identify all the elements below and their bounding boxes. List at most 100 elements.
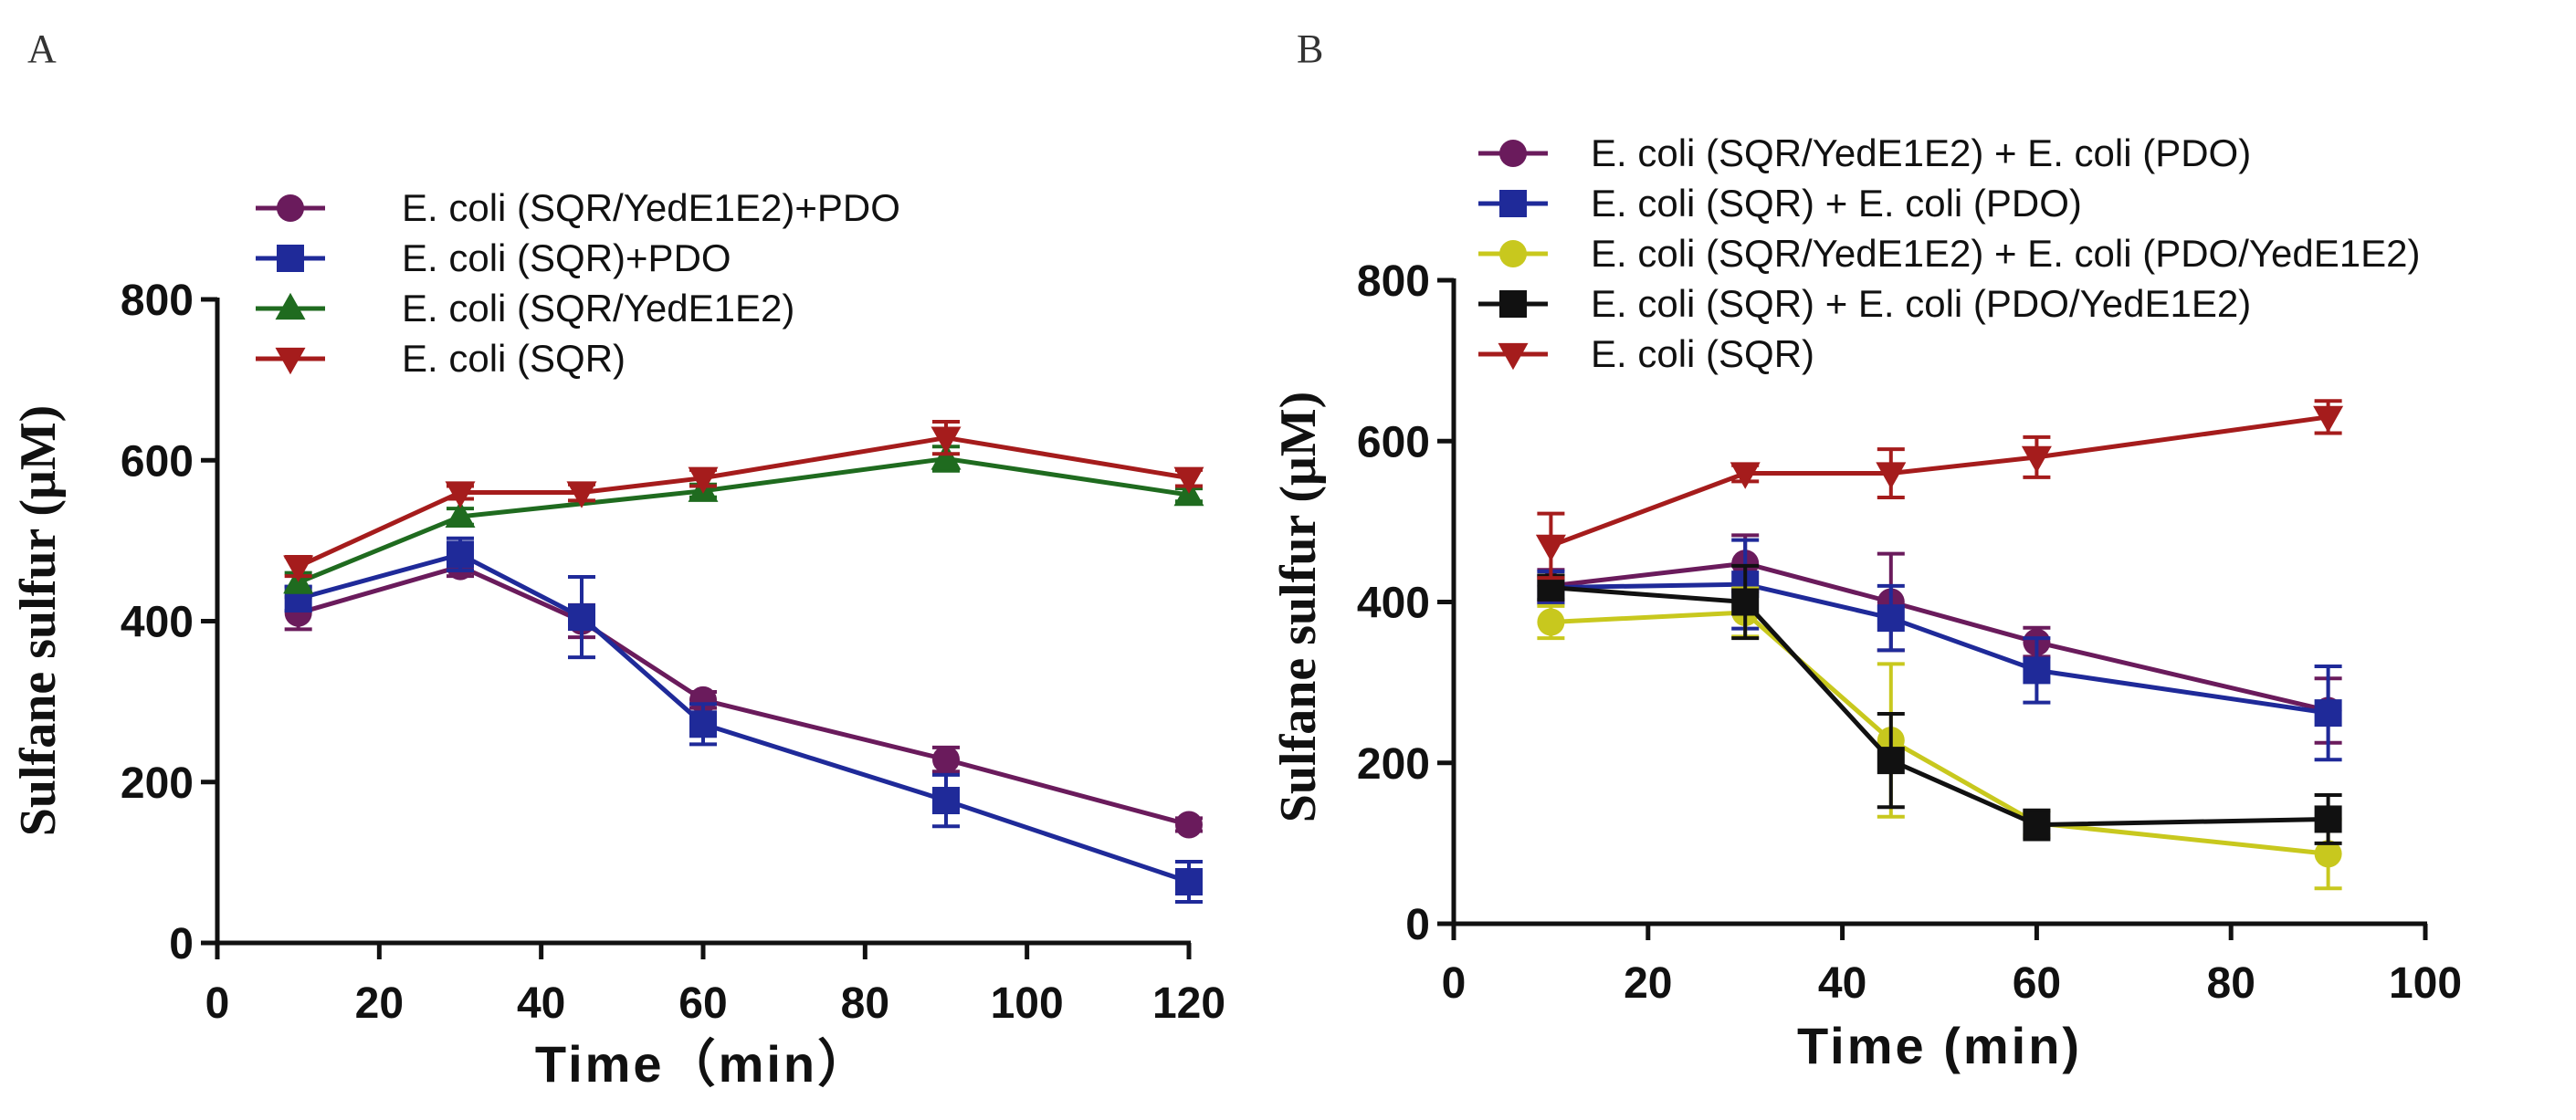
data-point xyxy=(1535,534,1566,562)
panel-label: B xyxy=(1297,26,1323,71)
y-tick-label: 600 xyxy=(1357,418,1430,466)
legend: E. coli (SQR/YedE1E2)+PDO E. coli (SQR)+P… xyxy=(256,186,900,380)
data-series xyxy=(1535,399,2344,581)
legend-label: E. coli (SQR) + E. coli (PDO/YedE1E2) xyxy=(1591,282,2251,325)
legend-label: E. coli (SQR) xyxy=(1591,332,1814,375)
data-point xyxy=(2313,405,2344,434)
y-tick-label: 600 xyxy=(121,437,194,486)
x-tick-label: 80 xyxy=(841,979,889,1028)
data-series xyxy=(1537,533,2342,745)
series-line xyxy=(298,551,1190,884)
y-tick-label: 800 xyxy=(1357,257,1430,306)
legend-marker xyxy=(277,245,304,272)
data-point xyxy=(566,481,597,508)
legend-marker xyxy=(1499,290,1527,318)
data-point xyxy=(1730,462,1761,489)
legend-item: E. coli (SQR/YedE1E2) + E. coli (PDO) xyxy=(1478,131,2251,174)
legend-item: E. coli (SQR) xyxy=(1478,332,1814,375)
series-line xyxy=(1551,581,2329,716)
x-tick-label: 20 xyxy=(355,979,404,1028)
data-point xyxy=(689,710,717,738)
x-axis-title: Time（min） xyxy=(535,1035,871,1093)
data-series xyxy=(283,443,1204,594)
x-tick-label: 60 xyxy=(2013,959,2061,1008)
series-line xyxy=(297,435,1190,569)
data-point xyxy=(2021,445,2052,474)
x-tick-label: 100 xyxy=(991,979,1064,1028)
legend-marker xyxy=(1498,342,1529,371)
x-tick-label: 80 xyxy=(2207,959,2255,1008)
legend-label: E. coli (SQR) xyxy=(402,337,626,380)
legend-label: E. coli (SQR/YedE1E2) + E. coli (PDO) xyxy=(1591,131,2251,174)
legend-item: E. coli (SQR)+PDO xyxy=(256,236,731,279)
y-tick-label: 200 xyxy=(121,759,194,808)
y-tick-label: 400 xyxy=(121,599,194,647)
chart-panel-b: B 0 20 40 60 80 100 0 200 400 600 800 Time (min) Sulf… xyxy=(1270,26,2462,1074)
data-series xyxy=(284,536,1203,905)
x-tick-label: 60 xyxy=(678,979,727,1028)
y-tick-label: 800 xyxy=(121,277,194,325)
data-point xyxy=(1537,608,1565,636)
data-point xyxy=(1175,868,1203,896)
legend-marker xyxy=(1499,190,1527,217)
data-point xyxy=(1876,462,1907,489)
legend: E. coli (SQR/YedE1E2) + E. coli (PDO) E. … xyxy=(1478,131,2421,375)
data-point xyxy=(689,686,717,714)
data-point xyxy=(1877,747,1905,775)
y-tick-label: 0 xyxy=(169,920,194,968)
data-point xyxy=(931,443,962,470)
y-tick-label: 0 xyxy=(1405,901,1430,949)
legend-item: E. coli (SQR) + E. coli (PDO/YedE1E2) xyxy=(1478,282,2251,325)
series-line xyxy=(1551,585,2329,828)
data-point xyxy=(1175,811,1203,839)
x-tick-label: 0 xyxy=(205,979,230,1028)
legend-item: E. coli (SQR) xyxy=(256,337,626,380)
x-tick-label: 20 xyxy=(1624,959,1672,1008)
legend-label: E. coli (SQR)+PDO xyxy=(402,236,731,279)
legend-marker xyxy=(1499,140,1527,167)
data-series xyxy=(284,552,1203,839)
legend-item: E. coli (SQR/YedE1E2)+PDO xyxy=(256,186,900,229)
legend-label: E. coli (SQR/YedE1E2) + E. coli (PDO/Yed… xyxy=(1591,232,2421,275)
series-line xyxy=(1551,610,2329,856)
data-point xyxy=(283,555,314,582)
data-point xyxy=(688,466,719,494)
panel-label: A xyxy=(27,26,57,71)
data-point xyxy=(2023,656,2051,685)
legend-label: E. coli (SQR) + E. coli (PDO) xyxy=(1591,182,2082,225)
y-tick-label: 400 xyxy=(1357,580,1430,628)
legend-label: E. coli (SQR/YedE1E2) xyxy=(402,287,794,330)
legend-marker xyxy=(275,292,306,320)
legend-marker xyxy=(1499,240,1527,267)
legend-label: E. coli (SQR/YedE1E2)+PDO xyxy=(402,186,900,229)
data-series xyxy=(283,419,1204,582)
x-tick-label: 120 xyxy=(1152,979,1225,1028)
data-point xyxy=(1173,466,1204,494)
data-point xyxy=(932,746,960,774)
chart-panel-a: A 0 20 40 60 80 100 120 0 200 400 600 800 Time（min） Su… xyxy=(10,26,1225,1093)
x-tick-label: 40 xyxy=(1818,959,1866,1008)
data-point xyxy=(568,603,595,632)
y-axis-title: Sulfane sulfur (μM) xyxy=(1270,392,1327,823)
legend-marker xyxy=(277,194,304,222)
x-tick-label: 100 xyxy=(2389,959,2462,1008)
x-tick-label: 40 xyxy=(517,979,565,1028)
data-point xyxy=(2314,699,2342,727)
legend-marker xyxy=(275,347,306,375)
data-point xyxy=(2023,811,2051,839)
series-line xyxy=(297,564,1190,827)
series-line xyxy=(1550,414,2329,549)
legend-item: E. coli (SQR) + E. coli (PDO) xyxy=(1478,182,2082,225)
data-point xyxy=(445,481,476,508)
data-point xyxy=(1877,604,1905,633)
data-point xyxy=(932,787,960,815)
legend-item: E. coli (SQR/YedE1E2) + E. coli (PDO/Yed… xyxy=(1478,232,2421,275)
legend-item: E. coli (SQR/YedE1E2) xyxy=(256,287,794,330)
x-tick-label: 0 xyxy=(1442,959,1467,1008)
data-point xyxy=(931,426,962,454)
y-axis-title: Sulfane sulfur (μM) xyxy=(10,405,67,837)
x-axis-title: Time (min) xyxy=(1797,1017,2082,1074)
data-point xyxy=(445,500,476,529)
data-point xyxy=(447,540,474,569)
